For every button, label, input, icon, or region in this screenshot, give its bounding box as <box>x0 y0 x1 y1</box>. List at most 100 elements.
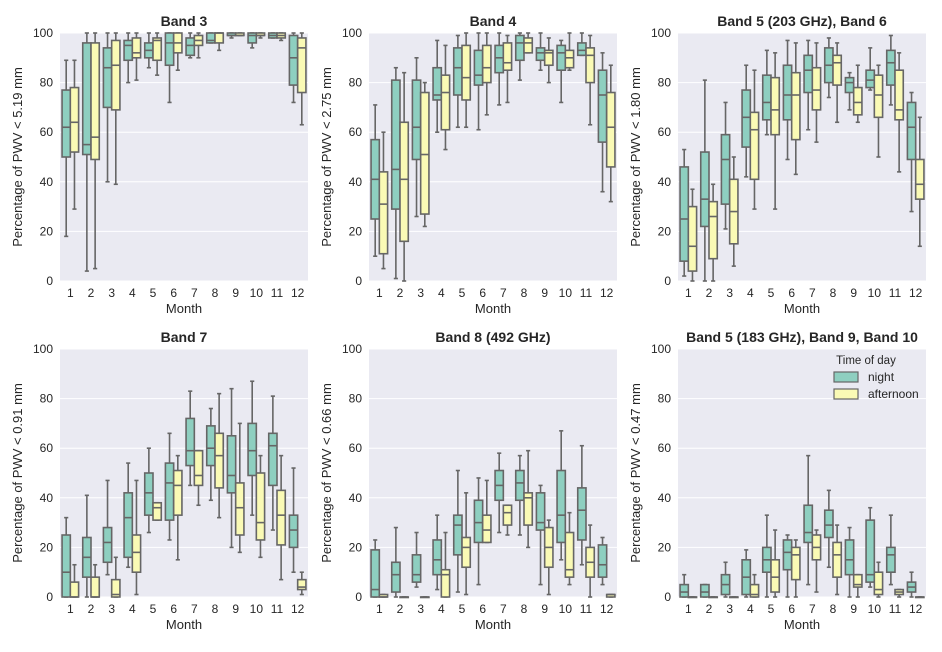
box-night-month-6 <box>473 477 484 586</box>
box-iqr <box>276 489 287 546</box>
x-tick-label: 4 <box>129 286 136 300</box>
x-tick-label: 10 <box>868 602 882 616</box>
y-tick-label: 40 <box>349 491 363 505</box>
box-iqr <box>214 32 225 44</box>
x-tick-label: 3 <box>726 286 733 300</box>
box-iqr <box>90 576 101 598</box>
box-iqr <box>419 91 430 215</box>
x-tick-label: 11 <box>580 602 593 616</box>
box-iqr <box>164 32 175 67</box>
box-iqr <box>543 49 554 67</box>
x-tick-label: 1 <box>685 286 692 300</box>
y-tick-label: 40 <box>40 491 54 505</box>
box-iqr <box>370 549 381 598</box>
box-iqr <box>514 469 525 502</box>
x-tick-label: 12 <box>291 602 305 616</box>
box-afternoon-month-5 <box>461 492 472 596</box>
box-afternoon-month-5 <box>152 501 163 521</box>
box-iqr <box>481 514 492 544</box>
box-afternoon-month-6 <box>172 454 183 561</box>
box-iqr <box>708 200 719 260</box>
box-night-month-3 <box>411 531 422 588</box>
box-night-month-8 <box>823 489 834 569</box>
box-iqr <box>720 133 731 205</box>
box-afternoon-month-9 <box>543 519 554 596</box>
box-night-month-1 <box>370 539 381 598</box>
x-tick-label: 11 <box>889 602 902 616</box>
box-iqr <box>481 44 492 84</box>
legend: Time of day night afternoon <box>833 355 919 401</box>
panel-title: Band 4 <box>470 13 517 29</box>
box-night-month-7 <box>185 32 196 59</box>
box-night-month-11 <box>576 444 587 566</box>
x-tick-label: 11 <box>271 602 284 616</box>
box-night-month-11 <box>885 514 896 586</box>
box-afternoon-month-9 <box>852 64 863 124</box>
box-afternoon-month-7 <box>502 504 513 536</box>
legend-patch-night <box>833 371 859 383</box>
box-iqr <box>432 539 443 576</box>
box-iqr <box>214 432 225 489</box>
box-night-month-12 <box>597 536 608 586</box>
x-tick-label: 11 <box>889 286 902 300</box>
x-tick-label: 5 <box>150 602 157 616</box>
y-axis-label: Percentage of PWV < 0.91 mm <box>10 383 25 563</box>
x-tick-label: 1 <box>685 602 692 616</box>
y-tick-label: 80 <box>40 392 54 406</box>
x-tick-label: 9 <box>850 286 857 300</box>
box-night-month-9 <box>844 71 855 111</box>
box-night-month-1 <box>679 148 690 277</box>
x-tick-label: 2 <box>706 602 713 616</box>
box-night-month-6 <box>782 534 793 598</box>
box-afternoon-month-10 <box>564 511 575 586</box>
box-iqr <box>452 47 463 96</box>
x-tick-label: 2 <box>706 286 713 300</box>
x-tick-label: 1 <box>376 286 383 300</box>
box-iqr <box>687 205 698 272</box>
x-tick-label: 8 <box>521 602 528 616</box>
box-iqr <box>790 546 801 581</box>
box-afternoon-month-8 <box>523 449 534 549</box>
box-afternoon-month-7 <box>502 34 513 104</box>
box-afternoon-month-6 <box>481 32 492 116</box>
box-night-month-5 <box>143 32 154 69</box>
box-iqr <box>770 558 781 593</box>
box-night-month-9 <box>226 387 237 549</box>
box-afternoon-month-11 <box>276 32 287 42</box>
legend-title: Time of day <box>836 355 896 367</box>
box-afternoon-month-1 <box>378 131 389 270</box>
box-iqr <box>226 434 237 494</box>
box-afternoon-month-11 <box>894 588 905 598</box>
x-axis-label: Month <box>475 617 511 632</box>
x-tick-label: 10 <box>250 602 264 616</box>
y-tick-label: 20 <box>40 540 54 554</box>
x-tick-label: 9 <box>232 286 239 300</box>
box-iqr <box>894 69 905 121</box>
box-night-month-5 <box>143 447 154 534</box>
box-afternoon-month-2 <box>708 183 719 282</box>
x-tick-label: 6 <box>788 286 795 300</box>
box-afternoon-month-9 <box>234 422 245 554</box>
x-tick-label: 5 <box>768 286 775 300</box>
box-night-month-2 <box>699 583 710 598</box>
y-axis-label: Percentage of PWV < 0.66 mm <box>319 383 334 563</box>
box-iqr <box>523 492 534 526</box>
box-iqr <box>152 501 163 521</box>
plot-background <box>369 33 617 281</box>
x-tick-label: 7 <box>191 602 198 616</box>
box-iqr <box>699 583 710 598</box>
box-night-month-3 <box>720 101 731 230</box>
box-iqr <box>193 449 204 487</box>
box-afternoon-month-11 <box>585 34 596 126</box>
box-iqr <box>535 492 546 531</box>
x-tick-label: 3 <box>108 286 115 300</box>
box-iqr <box>823 509 834 539</box>
box-iqr <box>61 89 72 158</box>
x-tick-label: 11 <box>580 286 593 300</box>
y-tick-label: 60 <box>658 125 672 139</box>
x-axis-label: Month <box>784 301 820 316</box>
